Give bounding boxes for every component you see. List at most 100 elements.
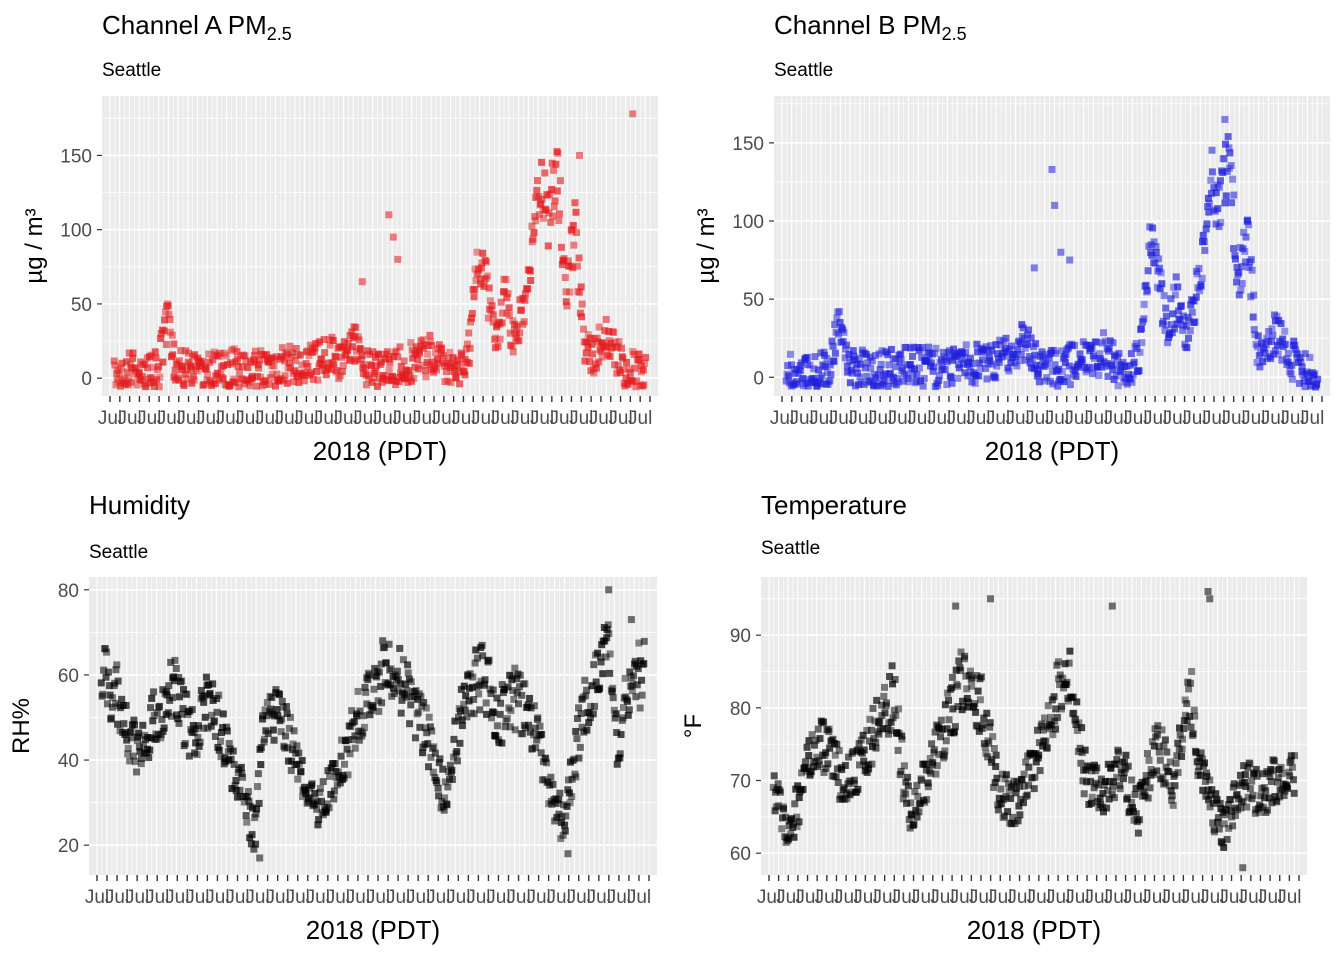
data-point (609, 328, 617, 336)
data-point (503, 309, 511, 317)
data-point (605, 586, 613, 594)
data-point (483, 272, 491, 280)
data-point (487, 690, 495, 698)
x-tick-label: Jul (205, 887, 229, 908)
data-point (402, 693, 410, 701)
data-point (460, 367, 468, 375)
data-point (613, 729, 621, 737)
data-point (598, 353, 606, 361)
data-point (1080, 790, 1088, 798)
data-point (1022, 356, 1030, 364)
data-point (795, 818, 803, 826)
data-point (992, 763, 1000, 771)
data-point (1049, 380, 1057, 388)
data-point (1128, 378, 1136, 386)
x-tick-label: Jul (1123, 887, 1147, 908)
data-point (548, 159, 556, 167)
data-point (1132, 810, 1140, 818)
data-point (313, 805, 321, 813)
data-point (541, 169, 549, 177)
data-point (835, 308, 843, 316)
data-point (997, 785, 1005, 793)
data-point (924, 783, 932, 791)
data-point (197, 686, 205, 694)
data-point (554, 799, 562, 807)
data-point (931, 728, 939, 736)
data-point (556, 210, 564, 218)
data-point (1204, 786, 1212, 794)
data-point (161, 316, 169, 324)
data-point (141, 360, 149, 368)
data-point (175, 376, 183, 384)
data-point (432, 349, 440, 357)
data-point (889, 680, 897, 688)
data-point (1140, 788, 1148, 796)
data-point (202, 365, 210, 373)
data-point (291, 357, 299, 365)
data-point (1267, 337, 1275, 345)
y-tick-label: 50 (71, 295, 92, 316)
data-point (340, 338, 348, 346)
data-point (1083, 778, 1091, 786)
data-point (1020, 782, 1028, 790)
data-point (1180, 725, 1188, 733)
data-point (438, 344, 446, 352)
data-point (426, 723, 434, 731)
data-point (171, 366, 179, 374)
data-point (1058, 702, 1066, 710)
data-point (382, 659, 390, 667)
data-point (1173, 320, 1181, 328)
data-point (606, 669, 614, 677)
data-point (507, 707, 515, 715)
data-point (425, 713, 433, 721)
data-point (489, 318, 497, 326)
data-point (283, 379, 291, 387)
data-point (1043, 744, 1051, 752)
data-point (567, 226, 575, 234)
data-point (598, 641, 606, 649)
x-tick-label: Jul (1084, 408, 1108, 429)
data-point (1148, 251, 1156, 259)
data-point (562, 298, 570, 306)
data-point (149, 717, 157, 725)
x-tick-label: Jul (426, 887, 450, 908)
data-point (313, 798, 321, 806)
data-point (223, 727, 231, 735)
data-point (424, 350, 432, 358)
data-point (301, 789, 309, 797)
data-point (1280, 792, 1288, 800)
data-point (487, 307, 495, 315)
y-tick-label: 150 (60, 146, 92, 167)
data-point (1032, 340, 1040, 348)
data-point (835, 747, 843, 755)
data-point (590, 369, 598, 377)
y-tick-label: 100 (60, 221, 92, 242)
data-point (825, 728, 833, 736)
data-point (252, 810, 260, 818)
data-point (441, 794, 449, 802)
data-point (910, 343, 918, 351)
data-point (1135, 367, 1143, 375)
data-point (610, 706, 618, 714)
data-point (1181, 696, 1189, 704)
data-point (584, 343, 592, 351)
x-tick-label: Jul (1258, 887, 1282, 908)
data-point (849, 347, 857, 355)
data-point (1160, 292, 1168, 300)
data-point (846, 379, 854, 387)
data-point (235, 368, 243, 376)
data-point (1038, 350, 1046, 358)
data-point (1144, 794, 1152, 802)
data-point (910, 820, 918, 828)
data-point (1253, 343, 1261, 351)
data-point (153, 376, 161, 384)
data-point (968, 682, 976, 690)
x-tick-label: Jul (569, 408, 593, 429)
data-point (840, 328, 848, 336)
data-point (519, 730, 527, 738)
data-point (200, 380, 208, 388)
data-point (640, 659, 648, 667)
data-point (271, 382, 279, 390)
data-point (340, 774, 348, 782)
data-point (1024, 331, 1032, 339)
